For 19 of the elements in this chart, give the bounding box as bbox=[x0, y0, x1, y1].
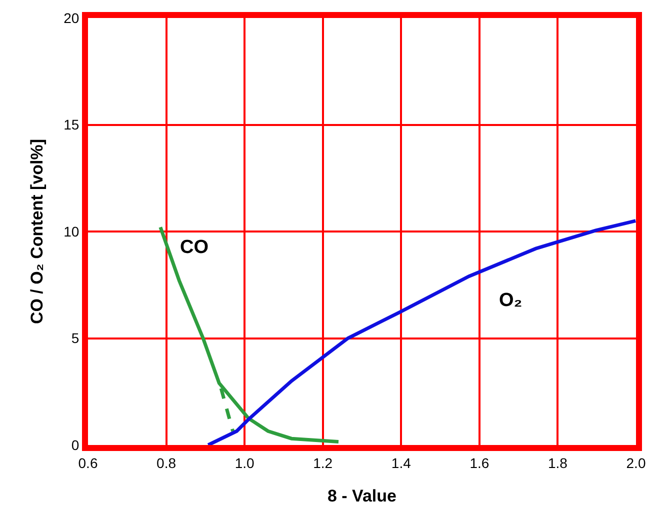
x-tick-label: 1.0 bbox=[234, 454, 255, 471]
y-tick-label: 5 bbox=[71, 330, 80, 346]
series-label: CO bbox=[180, 237, 208, 258]
x-axis-title: 8 - Value bbox=[328, 486, 396, 506]
x-tick-label: 1.8 bbox=[548, 454, 568, 471]
x-tick-label: 0.6 bbox=[78, 454, 98, 471]
y-tick-label: 10 bbox=[64, 223, 80, 240]
y-tick-label: 15 bbox=[64, 116, 80, 133]
y-axis-title: CO / O₂ Content [vol%] bbox=[28, 138, 47, 324]
line-series bbox=[206, 219, 636, 445]
x-tick-label: 2.0 bbox=[626, 454, 646, 471]
x-tick-label: 1.2 bbox=[313, 454, 333, 471]
y-tick-label: 20 bbox=[64, 10, 80, 26]
x-tick-label: 1.4 bbox=[391, 454, 412, 471]
line-series bbox=[158, 225, 340, 444]
x-tick-label: 1.6 bbox=[470, 454, 490, 471]
series-label: O₂ bbox=[499, 290, 522, 311]
x-tick-label: 0.8 bbox=[156, 454, 176, 471]
y-tick-label: 0 bbox=[71, 436, 80, 453]
